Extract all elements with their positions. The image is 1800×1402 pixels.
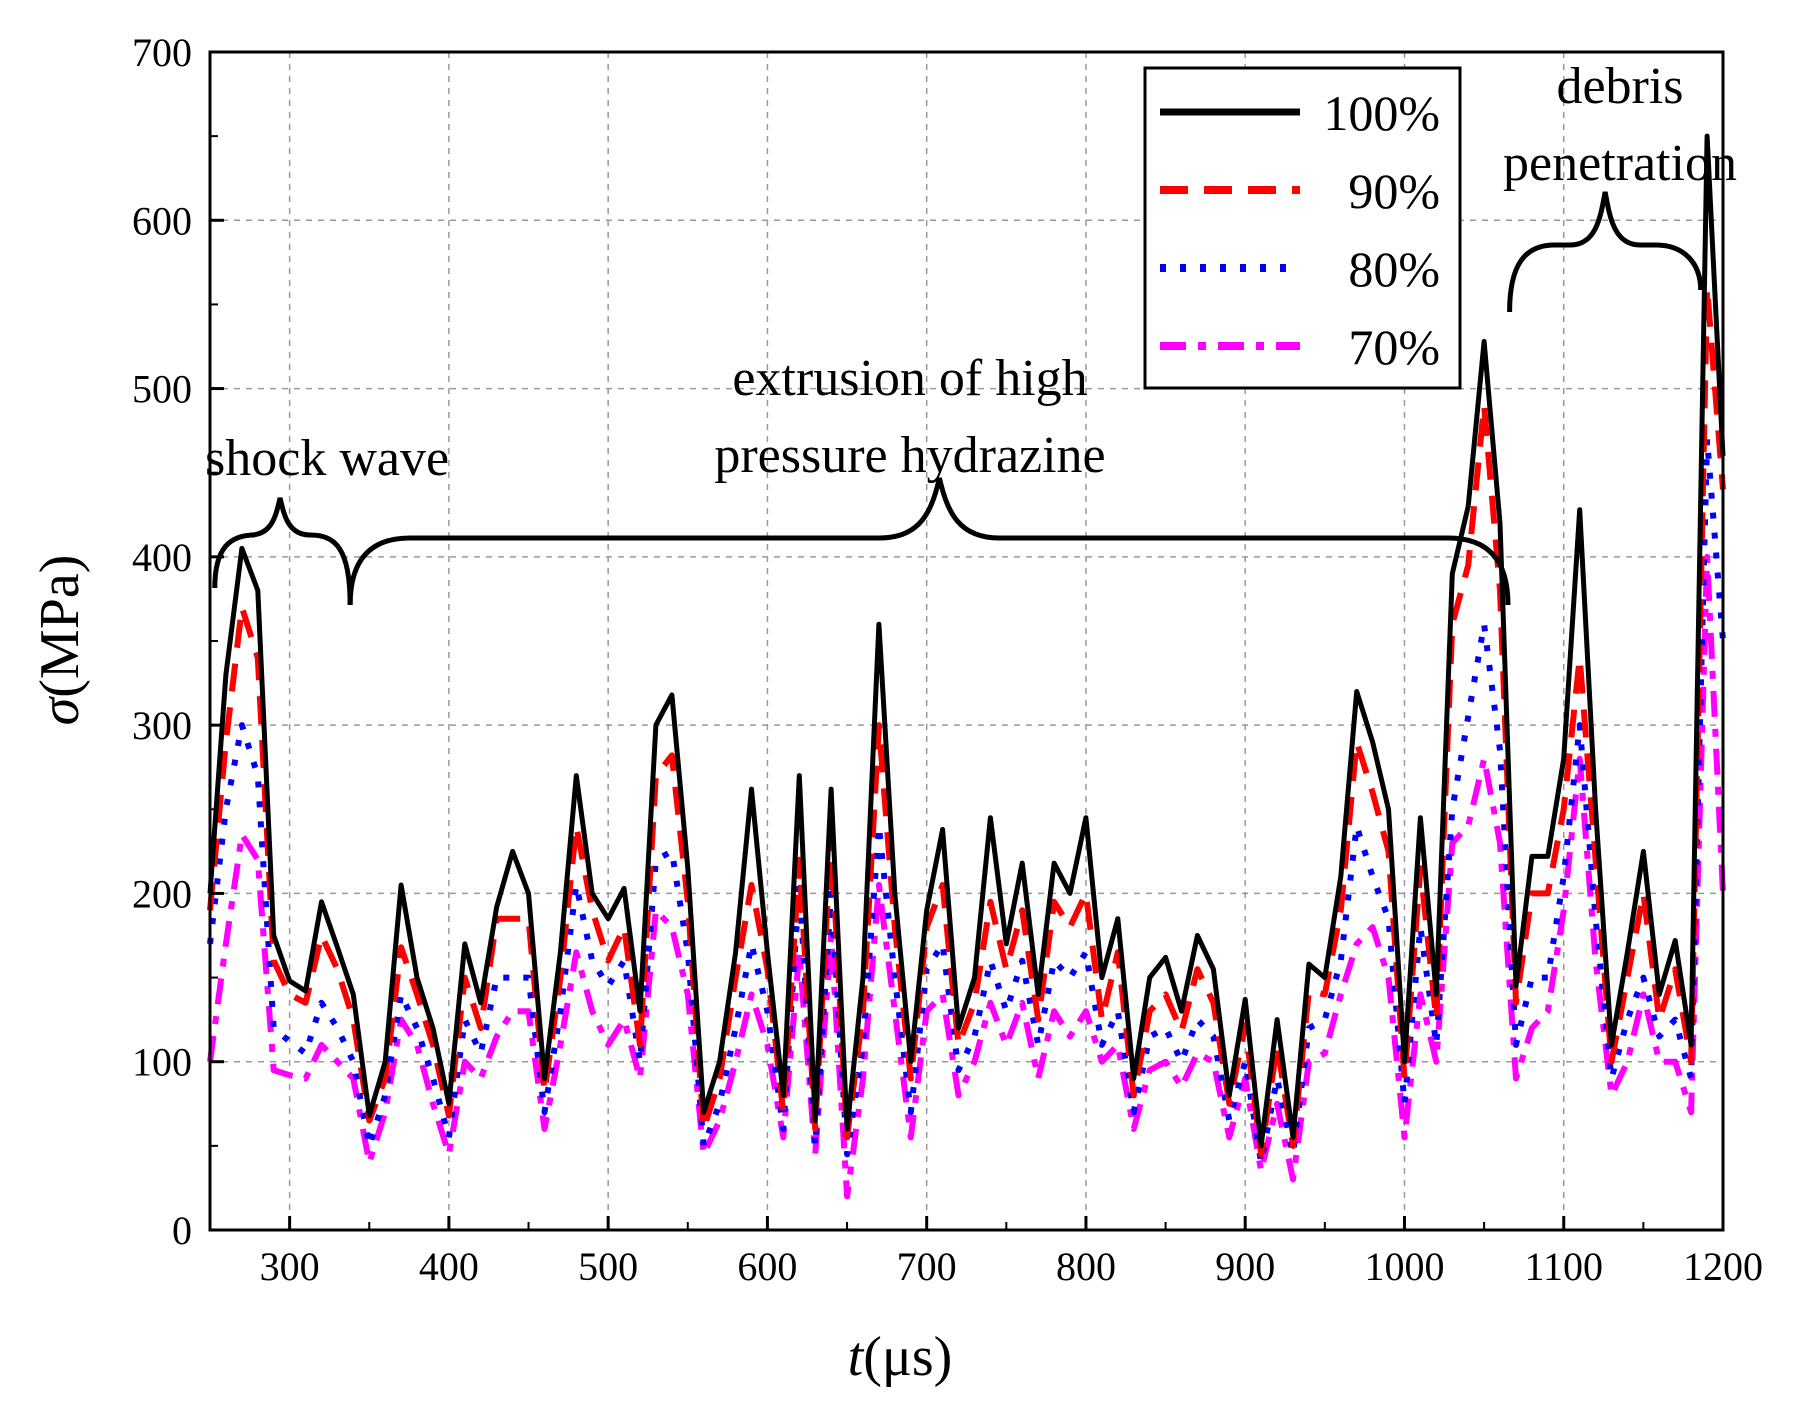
x-tick-label: 1200 <box>1683 1244 1763 1289</box>
legend-label-70pct: 70% <box>1348 319 1440 375</box>
brace-shock-wave <box>212 497 353 606</box>
series-line-80pct <box>207 436 1726 1166</box>
y-tick-label: 400 <box>132 535 192 580</box>
y-axis-title: σ(MPa) <box>29 555 91 726</box>
annotation-extrusion-line2: pressure hydrazine <box>714 427 1105 484</box>
y-axis-title-unit: (MPa) <box>29 555 91 698</box>
y-tick-label: 700 <box>132 30 192 75</box>
x-tick-label: 1100 <box>1524 1244 1603 1289</box>
series-line-100pct <box>207 133 1726 1149</box>
y-tick-label: 200 <box>132 871 192 916</box>
x-axis-title-main: t <box>848 1326 865 1388</box>
brace-extrusion <box>347 477 1511 606</box>
x-tick-label: 700 <box>897 1244 957 1289</box>
annotation-debris-line1: debris <box>1556 58 1683 115</box>
y-tick-label: 300 <box>132 703 192 748</box>
x-axis-title-unit: (μs) <box>863 1326 952 1388</box>
annotation-extrusion-line1: extrusion of high <box>732 350 1087 407</box>
legend-box <box>1143 66 1462 390</box>
x-tick-label: 900 <box>1215 1244 1275 1289</box>
series-line-90pct <box>207 284 1726 1158</box>
series-layer <box>207 133 1726 1200</box>
axes: 300 400 500 600 700 800 900 1000 1100 1200 0 100 200… <box>132 30 1763 1289</box>
annotation-shock-wave: shock wave <box>205 430 449 487</box>
annotation-debris-line2: penetration <box>1503 135 1737 192</box>
legend-label-90pct: 90% <box>1348 163 1440 219</box>
x-tick-label: 400 <box>419 1244 479 1289</box>
legend: 100% 90% 80% 70% <box>1143 66 1462 390</box>
x-tick-label: 300 <box>260 1244 320 1289</box>
x-tick-label: 800 <box>1056 1244 1116 1289</box>
y-tick-label: 500 <box>132 367 192 412</box>
series-line-70pct <box>207 553 1726 1200</box>
y-axis-title-main: σ <box>29 695 91 725</box>
annotations <box>212 191 1704 606</box>
x-tick-label: 500 <box>578 1244 638 1289</box>
y-tick-label: 600 <box>132 198 192 243</box>
x-tick-label: 1000 <box>1364 1244 1444 1289</box>
legend-label-100pct: 100% <box>1323 85 1440 141</box>
y-tick-label: 100 <box>132 1040 192 1085</box>
x-axis-title: t(μs) <box>848 1326 953 1388</box>
legend-label-80pct: 80% <box>1348 241 1440 297</box>
brace-debris <box>1507 191 1704 313</box>
y-tick-label: 0 <box>172 1208 192 1253</box>
x-tick-label: 600 <box>737 1244 797 1289</box>
